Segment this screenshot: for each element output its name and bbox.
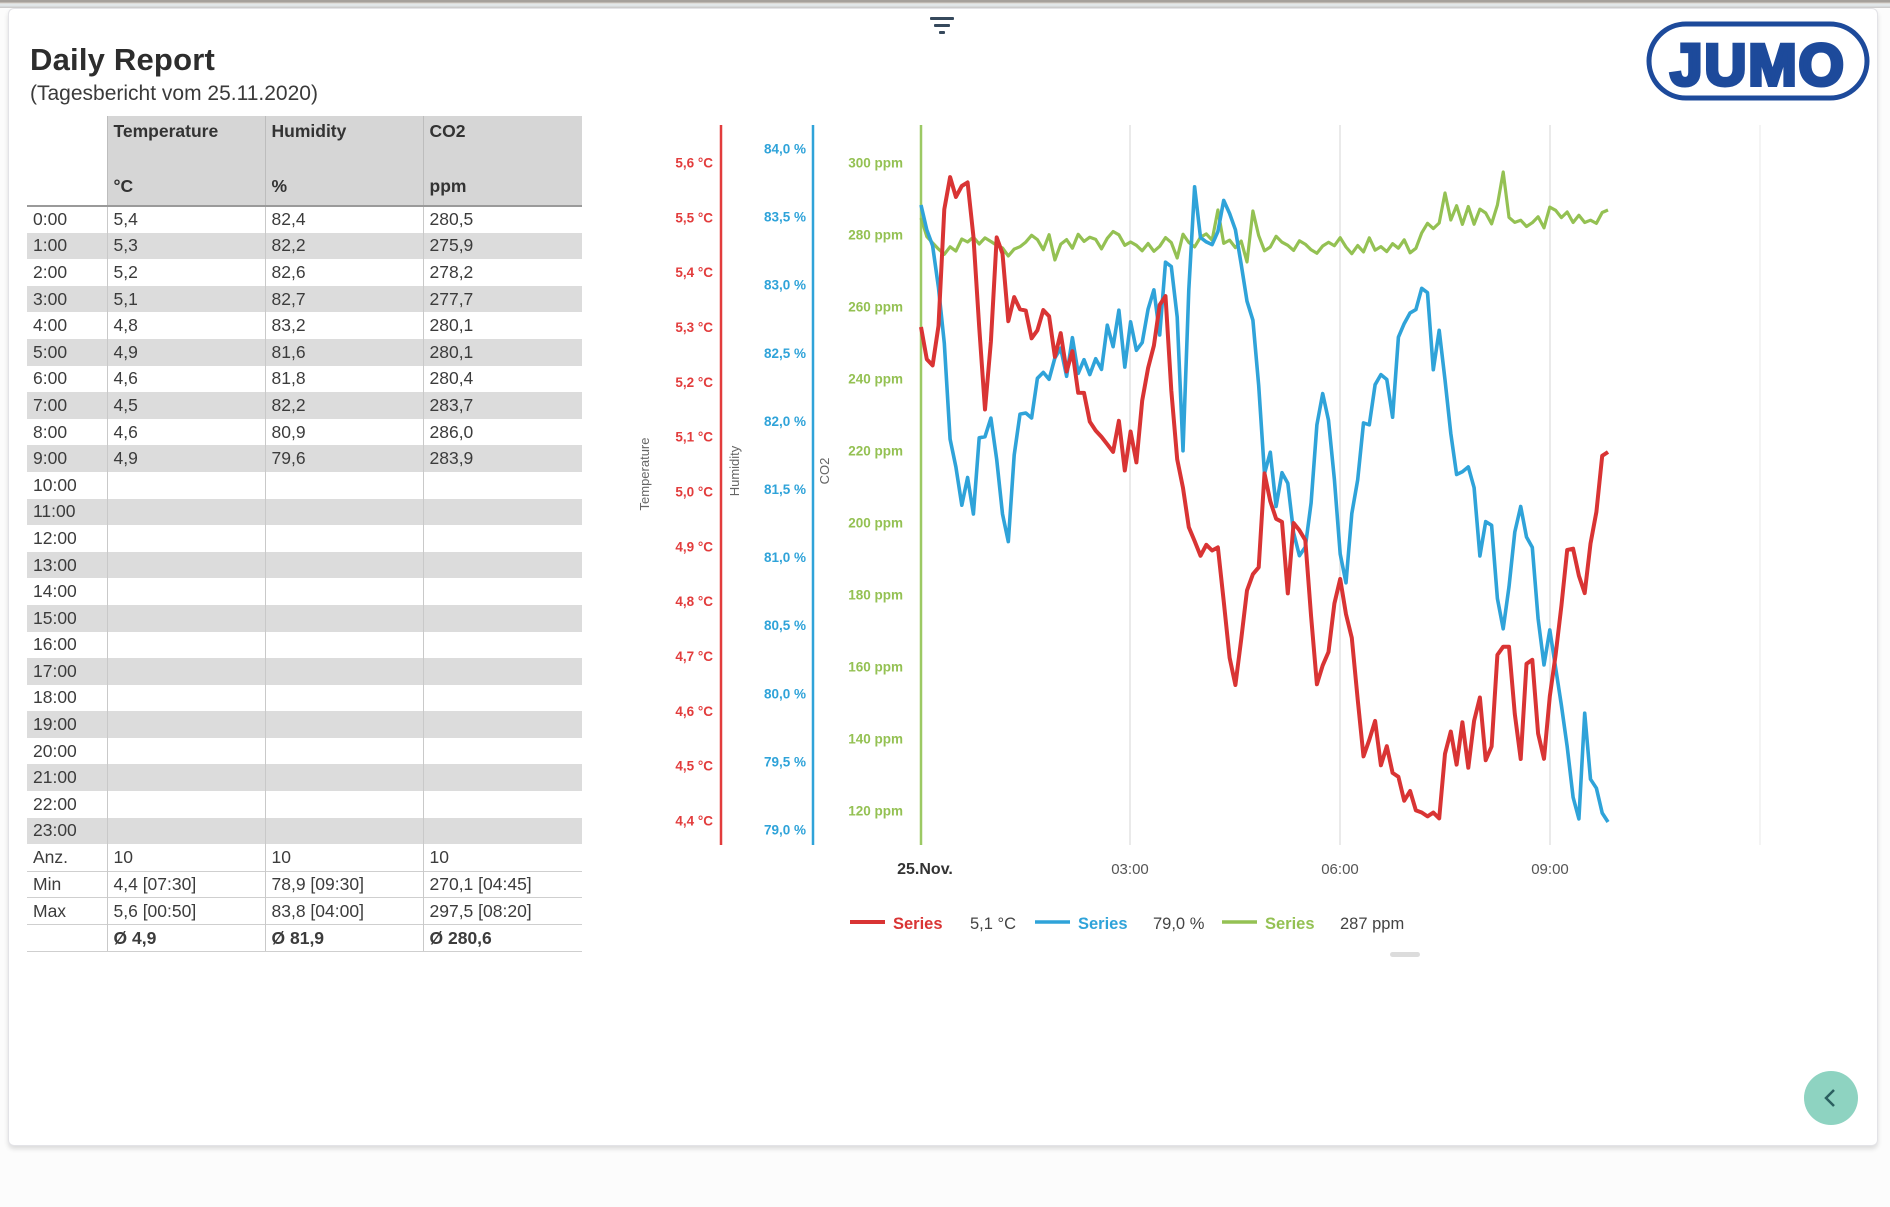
svg-text:Temperature: Temperature	[637, 438, 652, 511]
svg-text:25.Nov.: 25.Nov.	[897, 861, 953, 878]
svg-text:81,5 %: 81,5 %	[764, 482, 806, 497]
svg-text:260 ppm: 260 ppm	[848, 300, 903, 315]
svg-text:240 ppm: 240 ppm	[848, 372, 903, 387]
svg-text:5,5 °C: 5,5 °C	[675, 210, 713, 225]
svg-text:4,4 °C: 4,4 °C	[675, 814, 713, 829]
svg-text:Series: Series	[1265, 915, 1315, 933]
svg-text:140 ppm: 140 ppm	[848, 732, 903, 747]
svg-text:CO2: CO2	[817, 458, 832, 485]
svg-text:287 ppm: 287 ppm	[1340, 915, 1404, 933]
svg-text:Series: Series	[1078, 915, 1128, 933]
svg-text:5,1 °C: 5,1 °C	[970, 915, 1016, 933]
svg-text:09:00: 09:00	[1531, 861, 1569, 878]
svg-text:84,0 %: 84,0 %	[764, 142, 806, 157]
svg-text:4,5 °C: 4,5 °C	[675, 759, 713, 774]
svg-text:5,4 °C: 5,4 °C	[675, 265, 713, 280]
svg-text:81,0 %: 81,0 %	[764, 550, 806, 565]
svg-text:5,1 °C: 5,1 °C	[675, 430, 713, 445]
svg-text:200 ppm: 200 ppm	[848, 516, 903, 531]
svg-text:83,5 %: 83,5 %	[764, 210, 806, 225]
svg-text:160 ppm: 160 ppm	[848, 660, 903, 675]
svg-text:83,0 %: 83,0 %	[764, 278, 806, 293]
svg-text:06:00: 06:00	[1321, 861, 1359, 878]
svg-text:5,6 °C: 5,6 °C	[675, 156, 713, 171]
svg-text:4,7 °C: 4,7 °C	[675, 649, 713, 664]
svg-text:120 ppm: 120 ppm	[848, 804, 903, 819]
svg-text:5,2 °C: 5,2 °C	[675, 375, 713, 390]
svg-text:80,5 %: 80,5 %	[764, 618, 806, 633]
svg-text:80,0 %: 80,0 %	[764, 686, 806, 701]
svg-text:Humidity: Humidity	[727, 445, 742, 496]
svg-text:4,8 °C: 4,8 °C	[675, 594, 713, 609]
svg-text:JUMO: JUMO	[1670, 33, 1846, 98]
svg-text:79,0 %: 79,0 %	[764, 823, 806, 838]
svg-text:280 ppm: 280 ppm	[848, 228, 903, 243]
svg-text:300 ppm: 300 ppm	[848, 156, 903, 171]
svg-text:220 ppm: 220 ppm	[848, 444, 903, 459]
svg-text:79,0 %: 79,0 %	[1153, 915, 1205, 933]
svg-text:82,0 %: 82,0 %	[764, 414, 806, 429]
svg-text:5,3 °C: 5,3 °C	[675, 320, 713, 335]
svg-text:03:00: 03:00	[1111, 861, 1149, 878]
svg-text:4,9 °C: 4,9 °C	[675, 539, 713, 554]
svg-text:180 ppm: 180 ppm	[848, 588, 903, 603]
svg-text:82,5 %: 82,5 %	[764, 346, 806, 361]
svg-text:Series: Series	[893, 915, 943, 933]
svg-text:4,6 °C: 4,6 °C	[675, 704, 713, 719]
svg-text:79,5 %: 79,5 %	[764, 754, 806, 769]
svg-text:5,0 °C: 5,0 °C	[675, 485, 713, 500]
